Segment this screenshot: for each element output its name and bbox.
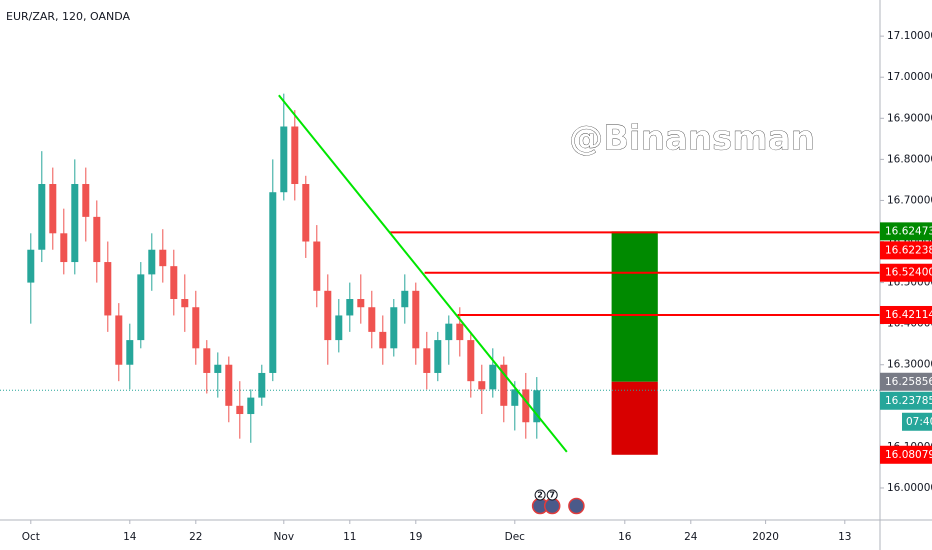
event-label: 2 (537, 491, 543, 500)
candle-body (38, 184, 46, 250)
loss-zone (611, 381, 658, 455)
event-icon (543, 497, 561, 515)
candle-body (159, 249, 167, 267)
price-tag (880, 222, 932, 241)
price-tag-label: 16.08079 (885, 449, 932, 461)
candle-body (478, 381, 486, 390)
price-tag (880, 391, 932, 410)
candle-body (522, 389, 530, 423)
x-tick-label: 22 (189, 531, 202, 543)
price-tag-label: 16.42114 (885, 309, 932, 321)
candle-body (225, 364, 233, 406)
candle-body (60, 233, 68, 263)
candle-body (489, 364, 497, 390)
candle-body (335, 315, 343, 341)
x-tick-label: 14 (123, 531, 137, 543)
price-tag (880, 263, 932, 282)
x-tick-label: Dec (505, 531, 526, 543)
y-tick-label: 17.10000 (887, 30, 932, 42)
candle-body (49, 184, 57, 234)
candle-body (93, 216, 101, 263)
x-tick-label: Oct (22, 531, 40, 543)
candle-body (467, 340, 475, 382)
price-tag-label: 16.23785 (885, 395, 932, 407)
event-icon (568, 497, 585, 515)
candle-body (203, 348, 211, 373)
watermark: @Binansman (569, 119, 815, 159)
candle-body (247, 397, 255, 415)
candle-body (445, 323, 453, 341)
candle-body (302, 184, 310, 242)
candle-body (71, 184, 79, 263)
chart-title: EUR/ZAR, 120, OANDA (6, 10, 131, 23)
candle-body (434, 340, 442, 373)
candle-body (368, 307, 376, 332)
candle-body (511, 389, 519, 406)
candle-body (27, 249, 35, 283)
candle-body (456, 323, 464, 341)
candle-body (137, 274, 145, 341)
x-tick-label: Nov (274, 531, 295, 543)
candle-body (148, 249, 156, 275)
candle-body (280, 126, 288, 193)
countdown-tag (902, 412, 932, 431)
candle-body (357, 299, 365, 308)
candle-body (412, 290, 420, 349)
y-tick-label: 16.30000 (887, 359, 932, 371)
candle-body (269, 192, 277, 373)
trendline (278, 94, 568, 453)
price-tag (880, 372, 932, 391)
price-tag-label: 16.62473 (885, 225, 932, 237)
price-tag (880, 445, 932, 464)
candle-body (214, 364, 222, 373)
candle-body (104, 262, 112, 316)
y-tick-label: 16.80000 (887, 153, 932, 165)
x-tick-label: 24 (684, 531, 698, 543)
candle-body (390, 307, 398, 349)
x-tick-label: 13 (838, 531, 851, 543)
y-tick-label: 16.70000 (887, 194, 932, 206)
candle-body (170, 266, 178, 300)
candle-body (126, 340, 134, 365)
x-tick-label: 2020 (752, 531, 779, 543)
candle-body (115, 315, 123, 365)
price-tag-label: 16.52400 (885, 267, 932, 279)
candle-body (181, 299, 189, 308)
candle-body (379, 331, 387, 349)
plot-area (0, 93, 880, 455)
candle-body (313, 241, 321, 291)
candle-body (324, 290, 332, 341)
candle-body (500, 364, 508, 406)
y-tick-label: 16.90000 (887, 112, 932, 124)
event-label: 7 (549, 491, 555, 500)
candle-body (533, 390, 541, 423)
candle-body (258, 372, 266, 398)
candle-body (291, 126, 299, 185)
x-tick-label: 11 (343, 531, 356, 543)
price-tag-label: 16.62238 (885, 244, 932, 256)
price-tag-label: 16.25856 (885, 376, 932, 388)
y-tick-label: 16.00000 (887, 482, 932, 494)
y-tick-label: 17.00000 (887, 71, 932, 83)
event-badge (546, 489, 558, 501)
x-tick-label: 16 (618, 531, 632, 543)
candle-body (401, 290, 409, 308)
price-tag (880, 241, 932, 260)
countdown-label: 07:40 (906, 416, 932, 428)
price-tag (880, 305, 932, 324)
x-tick-label: 19 (409, 531, 422, 543)
profit-zone (611, 231, 658, 382)
candle-body (236, 405, 244, 415)
candle-body (82, 184, 90, 217)
event-badge (534, 489, 546, 501)
candle-body (346, 299, 354, 316)
candle-body (423, 348, 431, 373)
candle-body (192, 307, 200, 349)
